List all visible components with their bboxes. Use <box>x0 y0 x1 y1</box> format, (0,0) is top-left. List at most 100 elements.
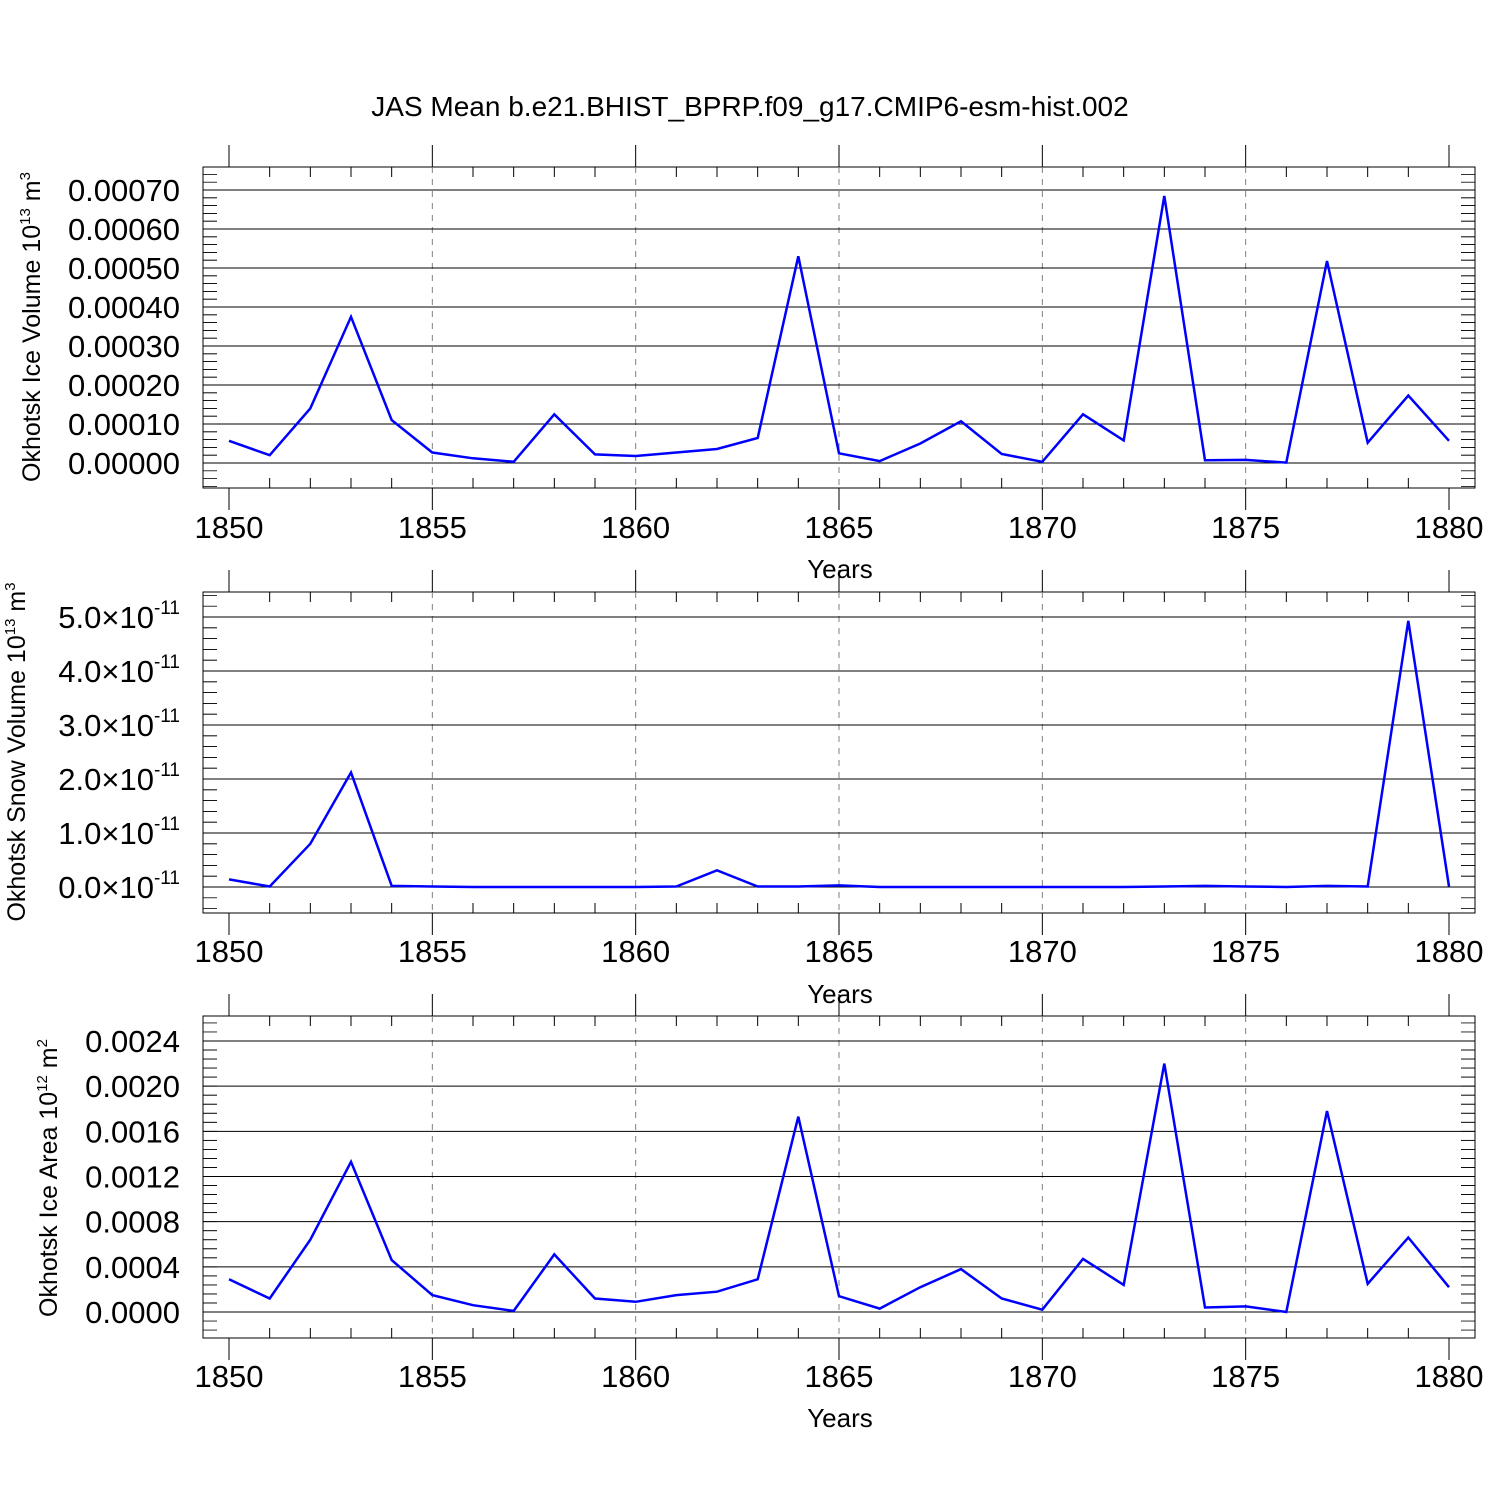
y-tick-value: 3.0 <box>58 708 101 743</box>
data-point <box>472 457 474 459</box>
y-tick-exponent: -11 <box>154 814 180 835</box>
x-tick-label: 1860 <box>601 1359 670 1394</box>
series-line <box>228 195 1450 464</box>
data-point <box>1082 1258 1084 1260</box>
data-point <box>1204 459 1206 461</box>
y-tick-value: 0.0004 <box>85 1250 180 1285</box>
data-point <box>757 437 759 439</box>
data-point <box>675 451 677 453</box>
data-point <box>269 1297 271 1299</box>
data-point <box>1367 1283 1369 1285</box>
data-point <box>1245 1305 1247 1307</box>
data-point <box>1407 620 1409 622</box>
data-point <box>228 440 230 442</box>
y-tick-label: 2.0×10-11 <box>58 760 180 797</box>
data-point <box>594 886 596 888</box>
x-tick-label: 1855 <box>398 510 467 545</box>
y-title-unit-exponent: 3 <box>2 582 19 590</box>
y-tick-exponent: -11 <box>154 598 180 619</box>
data-point <box>757 1278 759 1280</box>
y-tick-label: 5.0×10-11 <box>58 598 180 635</box>
data-point <box>391 419 393 421</box>
y-tick-label: 3.0×10-11 <box>58 706 180 743</box>
data-point <box>1123 439 1125 441</box>
data-point <box>1407 395 1409 397</box>
y-tick-value: 1.0 <box>58 816 101 851</box>
x-tick-label: 1870 <box>1008 510 1077 545</box>
y-axis-title: Okhotsk Ice Area 1012 m2 <box>34 1039 63 1317</box>
y-title-unit: m <box>35 1047 63 1075</box>
data-point <box>431 451 433 453</box>
data-point <box>716 448 718 450</box>
data-point <box>797 255 799 257</box>
y-title-exponent: 12 <box>34 1075 51 1092</box>
y-tick-value: 0.00010 <box>68 407 180 442</box>
data-point <box>553 413 555 415</box>
y-tick-label: 0.00000 <box>68 446 180 481</box>
data-point <box>350 772 352 774</box>
data-point <box>716 869 718 871</box>
data-point <box>919 886 921 888</box>
data-point <box>472 1304 474 1306</box>
y-tick-label: 0.00070 <box>68 173 180 208</box>
data-point <box>513 886 515 888</box>
x-tick-label: 1870 <box>1008 934 1077 969</box>
data-point <box>553 1253 555 1255</box>
series-line <box>228 1063 1450 1314</box>
data-point <box>1448 1286 1450 1288</box>
data-point <box>309 407 311 409</box>
data-point <box>838 452 840 454</box>
x-tick-label: 1875 <box>1211 1359 1280 1394</box>
chart-title: JAS Mean b.e21.BHIST_BPRP.f09_g17.CMIP6-… <box>371 91 1128 122</box>
y-title-text: Okhotsk Snow Volume 10 <box>3 635 31 921</box>
x-tick-label: 1875 <box>1211 510 1280 545</box>
y-tick-value: 0.00000 <box>68 446 180 481</box>
x-tick-label: 1850 <box>195 934 264 969</box>
data-point <box>594 453 596 455</box>
y-tick-label: 0.00010 <box>68 407 180 442</box>
y-tick-scale: ×10 <box>101 870 154 905</box>
data-point <box>1367 442 1369 444</box>
data-point <box>1367 885 1369 887</box>
data-point <box>350 316 352 318</box>
y-tick-value: 0.0020 <box>85 1069 180 1104</box>
data-point <box>879 460 881 462</box>
data-point <box>594 1297 596 1299</box>
y-tick-value: 0.00020 <box>68 368 180 403</box>
panels: 1850 1855 1860 1865 1870 1875 1880 0.00000 0.000… <box>2 145 1483 1433</box>
y-tick-value: 0.0016 <box>85 1114 180 1149</box>
y-tick-label: 0.0000 <box>85 1295 180 1330</box>
y-title-text: Okhotsk Ice Area 10 <box>35 1092 63 1317</box>
panel-1: 1850 1855 1860 1865 1870 1875 1880 0.00000 0.000… <box>17 145 1483 584</box>
data-point <box>1326 885 1328 887</box>
x-axis-title: Years <box>807 1403 873 1433</box>
data-point <box>1245 885 1247 887</box>
data-point <box>1204 885 1206 887</box>
data-point <box>1326 260 1328 262</box>
data-point <box>919 443 921 445</box>
data-point <box>635 1301 637 1303</box>
x-tick-label: 1865 <box>805 934 874 969</box>
data-point <box>1123 886 1125 888</box>
x-tick-label: 1875 <box>1211 934 1280 969</box>
data-point <box>513 1310 515 1312</box>
data-point <box>675 885 677 887</box>
y-tick-label: 0.00020 <box>68 368 180 403</box>
data-point <box>1041 886 1043 888</box>
data-point <box>472 886 474 888</box>
data-point <box>309 1239 311 1241</box>
data-point <box>879 886 881 888</box>
x-tick-label: 1865 <box>805 1359 874 1394</box>
data-point <box>838 884 840 886</box>
data-point <box>879 1308 881 1310</box>
data-point <box>1082 886 1084 888</box>
x-tick-label: 1865 <box>805 510 874 545</box>
y-title-unit-exponent: 3 <box>17 172 34 180</box>
data-point <box>1041 1309 1043 1311</box>
data-point <box>797 1116 799 1118</box>
x-tick-label: 1850 <box>195 1359 264 1394</box>
data-point <box>269 454 271 456</box>
data-point <box>1245 459 1247 461</box>
data-point <box>391 885 393 887</box>
